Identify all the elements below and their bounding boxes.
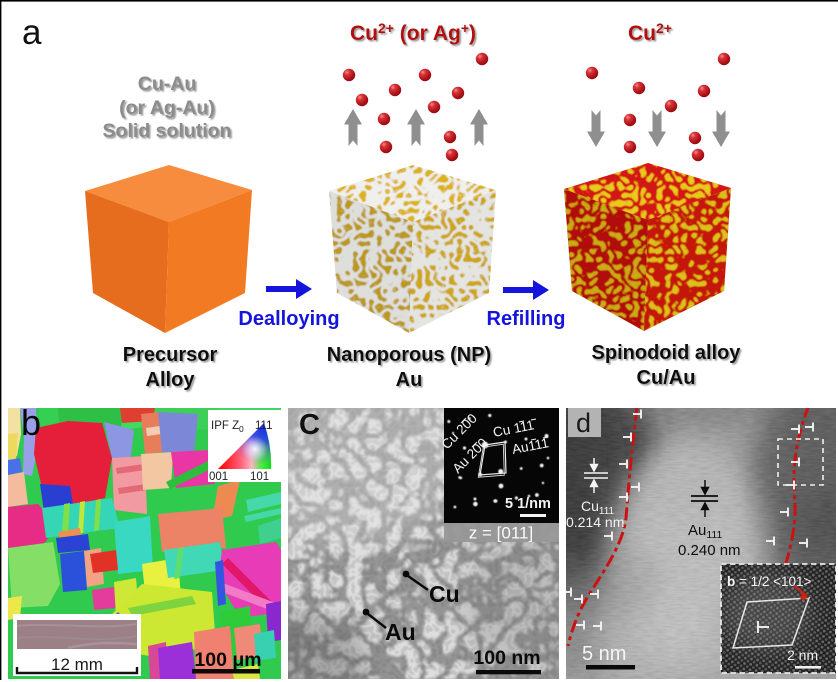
svg-text:a: a [22, 13, 42, 52]
svg-text:C: C [299, 409, 320, 441]
svg-text:Dealloying: Dealloying [238, 308, 339, 330]
svg-text:Cu/Au: Cu/Au [637, 367, 696, 389]
svg-text:001: 001 [209, 471, 228, 483]
svg-text:(or Ag-Au): (or Ag-Au) [119, 97, 215, 119]
svg-text:Cu-Au: Cu-Au [138, 73, 196, 95]
svg-text:Cu: Cu [429, 581, 460, 607]
svg-text:0: 0 [239, 424, 244, 434]
svg-text:Nanoporous (NP): Nanoporous (NP) [327, 344, 491, 366]
svg-text:Spinodoid alloy: Spinodoid alloy [592, 342, 742, 364]
svg-text:2 nm: 2 nm [787, 647, 818, 663]
svg-text:Solid solution: Solid solution [103, 120, 232, 142]
svg-text:Refilling: Refilling [487, 308, 566, 330]
svg-text:d: d [576, 408, 591, 438]
svg-text:b = 1/2 <101>: b = 1/2 <101> [727, 574, 812, 589]
svg-text:b: b [21, 402, 41, 443]
svg-text:IPF Z: IPF Z [211, 420, 239, 432]
svg-text:5 1/nm: 5 1/nm [505, 496, 551, 512]
svg-text:Au: Au [385, 619, 416, 645]
svg-text:101: 101 [250, 471, 269, 483]
svg-text:Au111: Au111 [511, 435, 550, 457]
svg-text:Alloy: Alloy [146, 369, 196, 391]
svg-text:Au: Au [396, 369, 423, 391]
svg-text:0.214 nm: 0.214 nm [566, 514, 624, 530]
svg-text:12 mm: 12 mm [51, 655, 103, 674]
svg-text:100 μm: 100 μm [194, 649, 261, 671]
svg-text:z = [011]: z = [011] [469, 524, 533, 543]
svg-text:100 nm: 100 nm [473, 647, 540, 669]
svg-text:Precursor: Precursor [123, 344, 218, 366]
svg-text:Cu2+ (or Ag+): Cu2+ (or Ag+) [350, 20, 476, 45]
svg-text:0.240 nm: 0.240 nm [678, 542, 741, 559]
svg-text:111: 111 [255, 420, 272, 432]
svg-text:5 nm: 5 nm [582, 643, 626, 665]
